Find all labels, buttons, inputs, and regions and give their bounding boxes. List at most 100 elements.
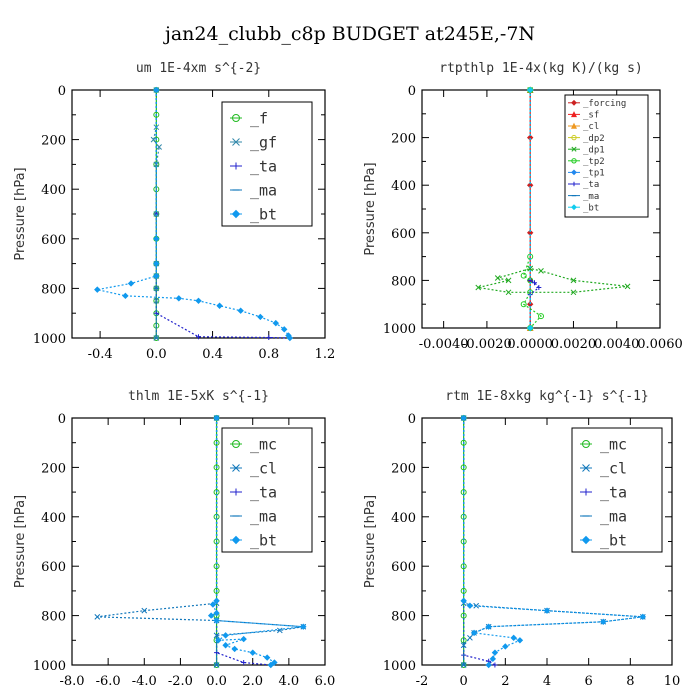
- x-tick-label: 0.0040: [594, 337, 640, 352]
- data-point: [271, 659, 278, 666]
- series-dp1: [475, 87, 631, 296]
- x-tick-label: -4.0: [132, 674, 157, 689]
- series-line: [155, 90, 290, 339]
- data-point: [153, 297, 160, 304]
- y-tick-label: 0: [408, 84, 416, 99]
- data-point: [470, 629, 478, 637]
- legend-marker: [232, 114, 240, 122]
- chart-panel-4: rtm 1E-8xkg kg^{-1} s^{-1} Pressure [hPa]…: [363, 389, 680, 689]
- series-line: [210, 418, 304, 666]
- data-point: [213, 414, 220, 422]
- data-point: [150, 136, 157, 143]
- series-bt: [207, 414, 307, 669]
- y-tick-label: 1000: [383, 322, 416, 337]
- data-point: [222, 642, 229, 649]
- data-point: [532, 280, 538, 286]
- data-point: [491, 649, 499, 656]
- series-mc: [460, 415, 467, 668]
- legend-label: _cl: [250, 459, 277, 477]
- y-tick-label: 200: [41, 134, 66, 149]
- data-point: [240, 635, 247, 643]
- series-bt: [460, 414, 647, 669]
- series-bt: [94, 86, 294, 342]
- y-axis-label: Pressure [hPa]: [363, 162, 378, 255]
- data-point: [494, 275, 501, 281]
- legend-box: [564, 94, 649, 218]
- legend-label: _ta: [250, 483, 277, 501]
- legend-label: _tp1: [583, 169, 605, 179]
- legend-label: _dp1: [583, 145, 605, 155]
- data-point: [460, 464, 467, 471]
- legend: _mc _cl _ta _ma _bt: [221, 427, 313, 553]
- y-tick-label: 200: [41, 461, 66, 476]
- data-point: [216, 302, 223, 309]
- data-point: [489, 655, 497, 663]
- panel-title: rtm 1E-8xkg kg^{-1} s^{-1}: [445, 389, 649, 404]
- legend-label: _gf: [250, 133, 277, 151]
- legend-label: _ma: [250, 507, 277, 525]
- y-tick-label: 400: [391, 179, 416, 194]
- data-point: [466, 602, 474, 609]
- data-point: [502, 643, 509, 650]
- data-point: [505, 289, 512, 296]
- legend-label: _forcing: [583, 99, 626, 109]
- y-tick-label: 200: [391, 461, 416, 476]
- data-point: [207, 612, 215, 619]
- x-tick-label: 4: [543, 674, 551, 689]
- x-tick-label: 0.0000: [507, 337, 553, 352]
- data-point: [526, 134, 534, 141]
- data-point: [213, 464, 220, 471]
- y-tick-label: 400: [41, 183, 66, 198]
- data-point: [213, 587, 220, 594]
- data-point: [241, 660, 247, 666]
- data-point: [300, 623, 307, 630]
- legend-marker: [582, 488, 590, 496]
- series-line: [463, 418, 496, 666]
- legend-label: _tp2: [583, 157, 605, 167]
- y-tick-label: 0: [58, 412, 66, 427]
- data-point: [639, 613, 647, 621]
- legend-label: _bt: [250, 205, 277, 223]
- data-point: [153, 272, 160, 280]
- data-point: [127, 280, 135, 287]
- legend-marker: [571, 158, 577, 164]
- data-point: [153, 161, 160, 168]
- legend-label: _mc: [600, 435, 627, 453]
- series-tp2: [520, 87, 544, 331]
- data-point: [570, 277, 577, 284]
- data-point: [281, 326, 288, 333]
- legend-box: [221, 101, 313, 227]
- data-point: [475, 284, 482, 291]
- y-tick-label: 600: [391, 227, 416, 242]
- legend-marker: [581, 535, 591, 545]
- legend-label: _sf: [583, 111, 599, 121]
- y-tick-label: 0: [58, 84, 66, 99]
- y-tick-label: 1000: [33, 659, 66, 674]
- y-tick-label: 600: [41, 560, 66, 575]
- series-mc: [213, 415, 220, 668]
- y-tick-label: 400: [41, 511, 66, 526]
- legend-label: _ta: [250, 157, 277, 175]
- chart-panel-3: thlm 1E-5xK s^{-1} Pressure [hPa] 0 200 400 6…: [13, 389, 335, 689]
- legend-label: _bt: [600, 531, 627, 549]
- x-tick-label: 6.0: [315, 674, 336, 689]
- x-tick-label: 6: [585, 674, 593, 689]
- data-point: [485, 661, 492, 669]
- legend-label: _f: [250, 109, 268, 127]
- x-tick-label: 0.0: [146, 347, 167, 362]
- data-point: [570, 289, 577, 296]
- data-point: [213, 609, 220, 617]
- x-tick-label: -8.0: [59, 674, 84, 689]
- y-axis-label: Pressure [hPa]: [13, 167, 28, 260]
- legend-marker: [571, 99, 577, 106]
- legend-marker: [571, 204, 577, 211]
- legend-marker: [232, 162, 240, 170]
- data-point: [536, 285, 542, 291]
- x-tick-label: 8: [626, 674, 634, 689]
- x-tick-label: -0.0020: [462, 337, 512, 352]
- y-tick-label: 400: [391, 511, 416, 526]
- data-point: [538, 268, 544, 274]
- legend-marker: [571, 146, 577, 152]
- legend-label: _bt: [250, 531, 277, 549]
- data-point: [516, 637, 524, 644]
